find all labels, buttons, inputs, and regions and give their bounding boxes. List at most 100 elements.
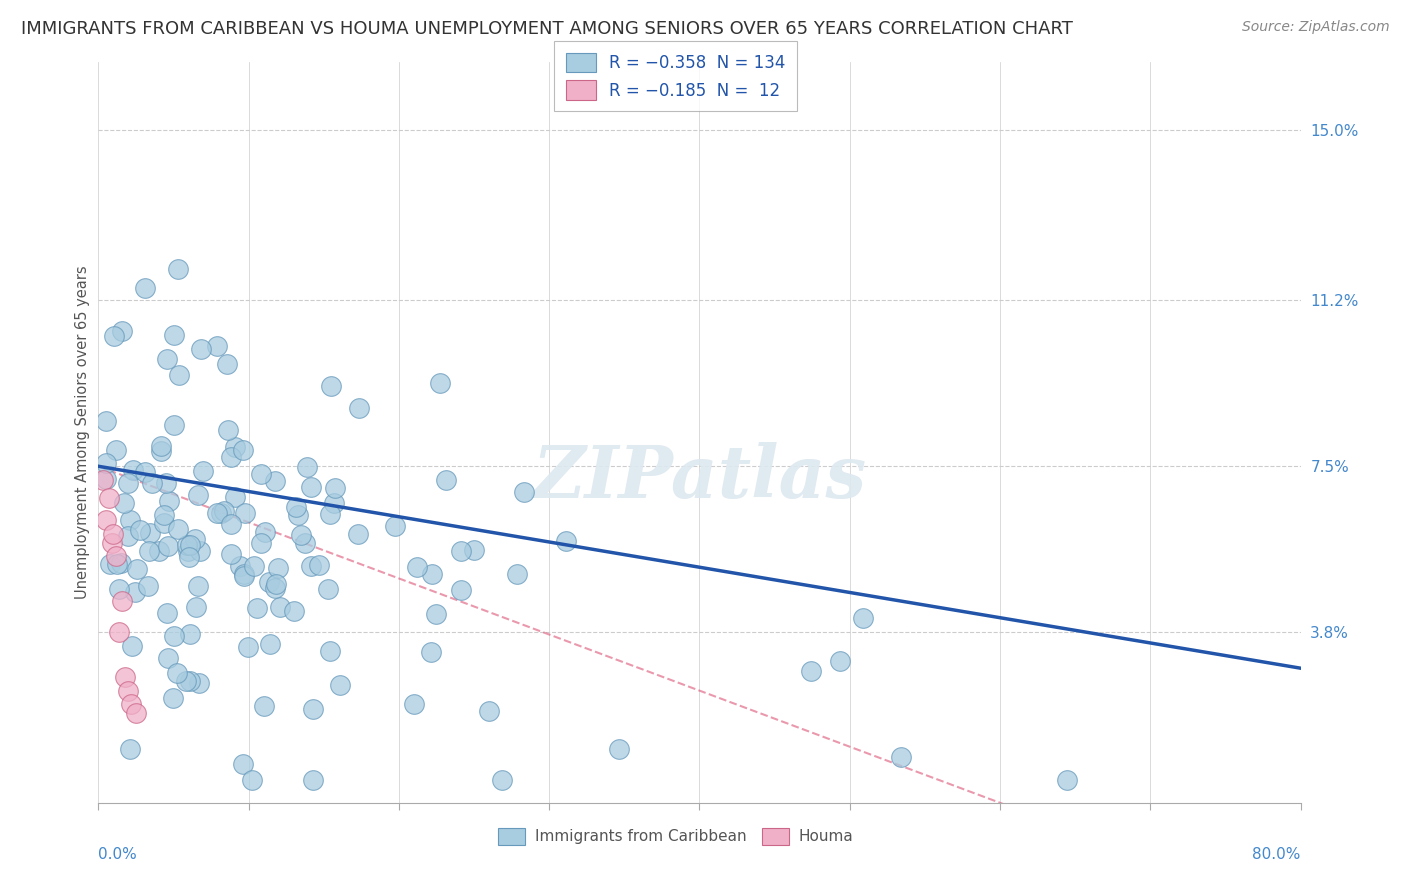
Point	[139, 525, 162, 540]
Point	[607, 742, 630, 756]
Point	[506, 567, 529, 582]
Point	[322, 495, 344, 509]
Point	[890, 750, 912, 764]
Point	[114, 670, 136, 684]
Point	[404, 697, 426, 711]
Point	[120, 742, 142, 756]
Point	[249, 467, 271, 482]
Point	[136, 579, 159, 593]
Point	[224, 490, 246, 504]
Point	[450, 583, 472, 598]
Point	[105, 549, 128, 563]
Point	[121, 639, 143, 653]
Point	[323, 481, 346, 495]
Point	[269, 599, 291, 614]
Point	[851, 611, 873, 625]
Point	[264, 581, 287, 595]
Point	[187, 579, 209, 593]
Point	[153, 508, 176, 522]
Point	[302, 702, 325, 716]
Point	[94, 456, 117, 470]
Point	[232, 442, 254, 457]
Point	[187, 488, 209, 502]
Point	[384, 519, 406, 533]
Point	[148, 543, 170, 558]
Point	[91, 473, 114, 487]
Point	[174, 673, 197, 688]
Point	[117, 475, 139, 490]
Point	[425, 607, 447, 621]
Point	[156, 606, 179, 620]
Point	[117, 683, 139, 698]
Point	[290, 527, 312, 541]
Point	[263, 474, 285, 488]
Point	[299, 558, 322, 573]
Point	[134, 465, 156, 479]
Point	[138, 544, 160, 558]
Point	[179, 538, 201, 552]
Point	[169, 368, 191, 382]
Point	[167, 262, 190, 277]
Point	[155, 475, 177, 490]
Point	[205, 339, 228, 353]
Point	[329, 678, 352, 692]
Point	[302, 773, 325, 788]
Point	[110, 556, 132, 570]
Point	[346, 526, 368, 541]
Point	[219, 548, 242, 562]
Point	[257, 574, 280, 589]
Point	[420, 567, 443, 582]
Point	[240, 773, 263, 788]
Point	[212, 504, 235, 518]
Point	[156, 352, 179, 367]
Point	[319, 379, 342, 393]
Point	[450, 544, 472, 558]
Point	[118, 512, 141, 526]
Point	[127, 562, 149, 576]
Point	[188, 544, 211, 558]
Point	[150, 443, 173, 458]
Point	[800, 664, 823, 678]
Point	[166, 522, 188, 536]
Legend: Immigrants from Caribbean, Houma: Immigrants from Caribbean, Houma	[489, 819, 862, 855]
Point	[429, 376, 451, 390]
Point	[319, 507, 342, 521]
Point	[103, 526, 125, 541]
Point	[110, 324, 132, 338]
Point	[162, 690, 184, 705]
Point	[283, 604, 305, 618]
Text: 80.0%: 80.0%	[1253, 847, 1301, 863]
Point	[229, 558, 252, 573]
Point	[157, 650, 180, 665]
Point	[294, 536, 316, 550]
Point	[108, 625, 131, 640]
Point	[285, 500, 308, 515]
Point	[117, 529, 139, 543]
Point	[434, 474, 457, 488]
Point	[179, 627, 201, 641]
Point	[299, 480, 322, 494]
Point	[111, 594, 134, 608]
Point	[156, 539, 179, 553]
Point	[184, 599, 207, 614]
Point	[347, 401, 370, 415]
Point	[190, 343, 212, 357]
Point	[243, 559, 266, 574]
Point	[219, 450, 242, 464]
Point	[96, 414, 118, 428]
Point	[94, 472, 117, 486]
Point	[98, 557, 121, 571]
Point	[232, 569, 254, 583]
Point	[112, 496, 135, 510]
Point	[149, 439, 172, 453]
Point	[179, 674, 201, 689]
Point	[184, 532, 207, 546]
Point	[101, 535, 124, 549]
Point	[209, 506, 232, 520]
Point	[177, 549, 200, 564]
Point	[176, 538, 198, 552]
Point	[163, 327, 186, 342]
Point	[103, 329, 125, 343]
Point	[463, 543, 485, 558]
Point	[217, 423, 239, 437]
